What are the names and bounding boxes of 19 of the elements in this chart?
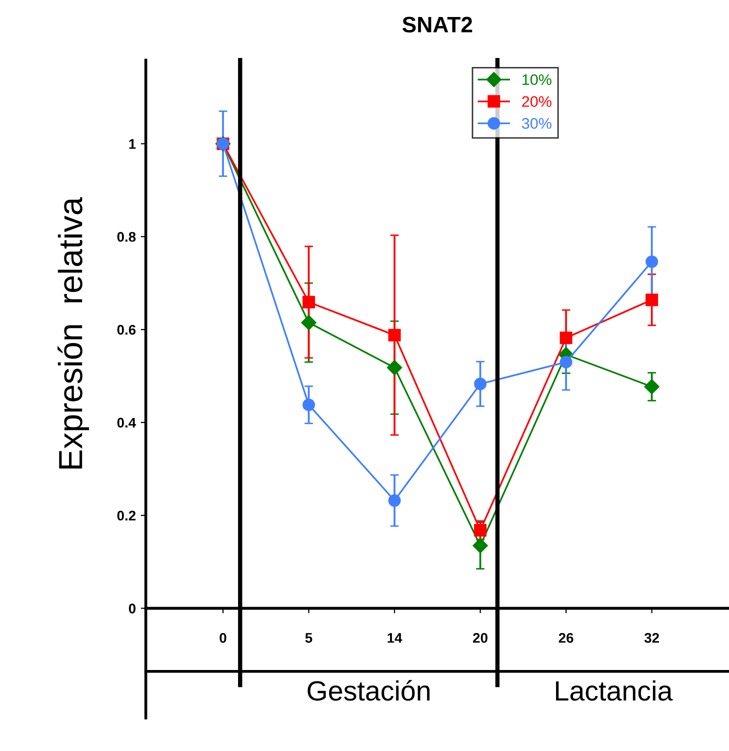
legend-label: 10% — [522, 74, 552, 86]
y-tick-label: 0.4 — [117, 418, 136, 428]
y-tick-label: 0.2 — [117, 510, 136, 521]
y-tick-label: 0.8 — [117, 232, 136, 242]
legend-label: 20% — [522, 96, 552, 107]
x-tick-label: 20 — [473, 632, 488, 643]
y-tick-label: 1 — [129, 139, 136, 149]
text: Gestación — [308, 680, 430, 701]
y-tick-label: 0 — [128, 604, 136, 614]
x-tick-label: 26 — [558, 632, 574, 643]
text: Lactancia — [556, 680, 673, 701]
x-tick-label: 0 — [220, 632, 226, 643]
x-tick-label: 14 — [388, 633, 402, 643]
x-tick-label: 5 — [305, 633, 312, 643]
y-tick-label: 0.6 — [117, 324, 136, 335]
legend-label: 30% — [522, 118, 552, 129]
x-tick-label: 32 — [644, 632, 659, 643]
chart-title: SNAT2 — [402, 16, 472, 33]
y-axis-title: Expresión relativa — [58, 197, 89, 469]
